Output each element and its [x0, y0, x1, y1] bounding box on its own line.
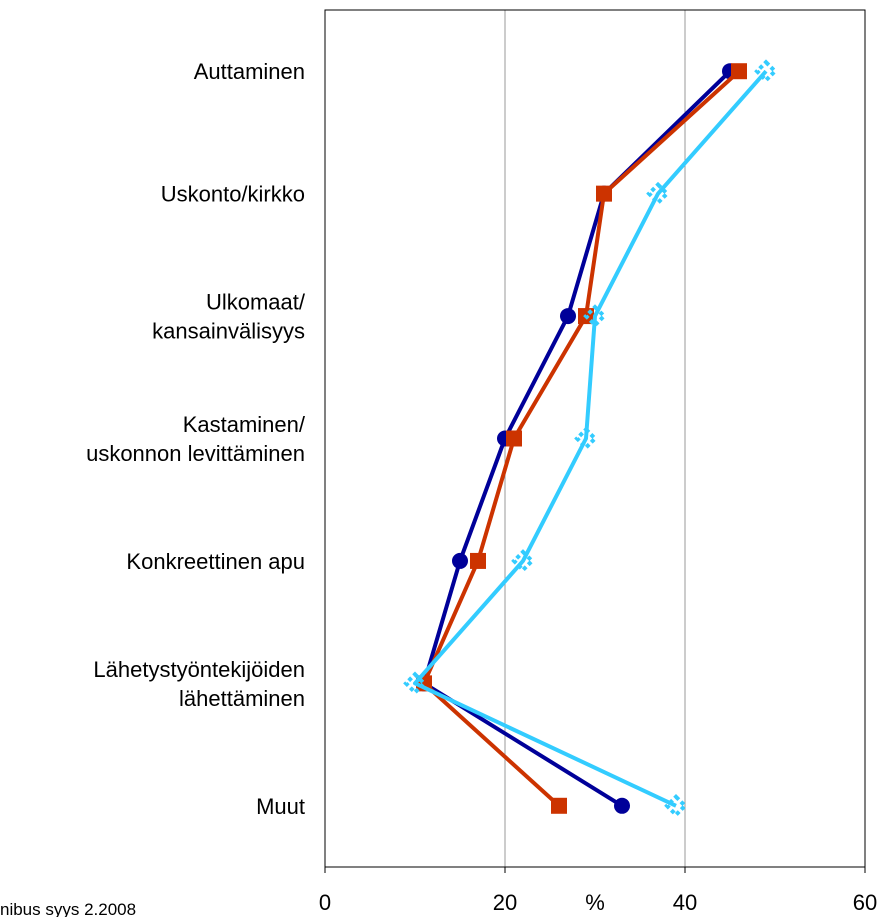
x-tick-label: 40 [673, 890, 697, 915]
x-tick-label: 60 [853, 890, 877, 915]
marker [452, 552, 468, 569]
marker [560, 308, 576, 325]
marker [551, 797, 567, 814]
marker [596, 185, 612, 202]
marker [646, 181, 670, 206]
x-tick-label: 0 [319, 890, 331, 915]
marker [574, 426, 598, 451]
marker [664, 793, 688, 818]
series-line [422, 69, 741, 808]
series-line [413, 69, 768, 808]
y-tick-label: Kastaminen/ [183, 412, 306, 437]
marker [754, 59, 778, 84]
marker [731, 63, 747, 80]
marker [583, 304, 607, 328]
x-axis-label: % [585, 890, 605, 915]
y-tick-label: lähettäminen [179, 686, 305, 711]
marker [506, 430, 522, 447]
y-tick-label: Lähetystyöntekijöiden [93, 657, 305, 682]
y-tick-label: kansainvälisyys [152, 319, 305, 344]
marker [403, 671, 427, 696]
y-tick-label: uskonnon levittäminen [86, 441, 305, 466]
y-tick-label: Muut [256, 794, 305, 819]
x-tick-label: 20 [493, 890, 517, 915]
y-tick-label: Auttaminen [194, 59, 305, 84]
y-tick-label: Konkreettinen apu [126, 549, 305, 574]
source-note: nibus syys 2.2008 [0, 900, 136, 917]
marker [511, 549, 535, 573]
marker [614, 797, 630, 814]
y-tick-label: Ulkomaat/ [206, 290, 306, 315]
plot-frame [324, 9, 866, 868]
y-tick-label: Uskonto/kirkko [161, 182, 305, 207]
marker [470, 552, 486, 569]
